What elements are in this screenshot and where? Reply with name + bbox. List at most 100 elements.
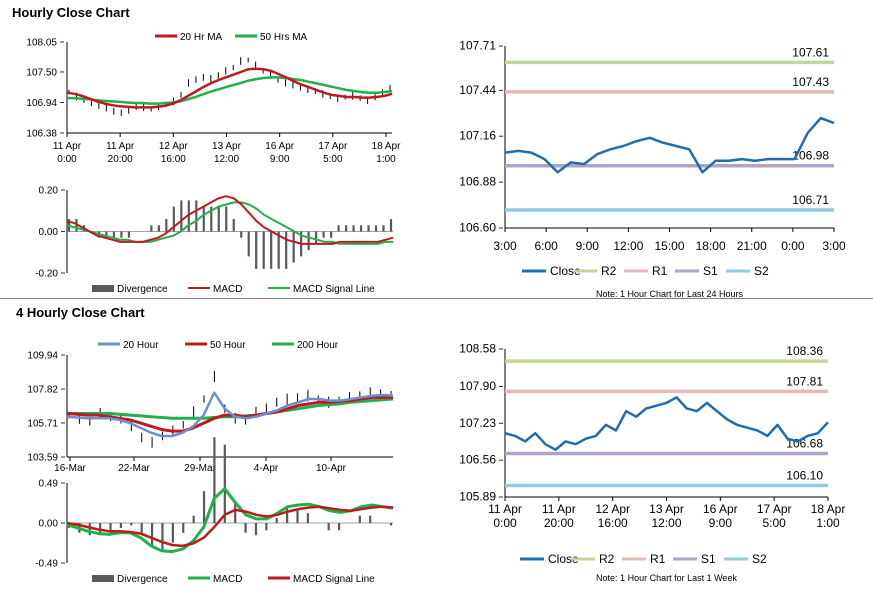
hourly-price-y-tick-label: 106.94 [26, 98, 57, 109]
hourly-price-x-tick-label: 11 Apr [106, 141, 135, 152]
4hourly-macd-y-tick-label: -0.49 [35, 559, 58, 570]
4hourly-price-x-tick-label: 10-Apr [316, 463, 347, 474]
hourly-price-x-tick-label: 9:00 [270, 154, 290, 165]
hourly-close-y-tick-label: 106.60 [459, 221, 496, 235]
hourly-macd-y-tick-label: 0.00 [39, 227, 59, 238]
4hourly-price-x-tick-label: 29-Mar [184, 463, 216, 474]
hourly-close-level-r1-label: 107.43 [792, 75, 829, 89]
hourly-close-x-tick-label: 18:00 [696, 239, 726, 253]
4hourly-section-title: 4 Hourly Close Chart [16, 305, 145, 320]
hourly-close-legend-r2-label: R2 [601, 264, 617, 278]
4hourly-close-x-tick-label: 16 Apr [703, 502, 738, 516]
hourly-price-x-tick-label: 0:00 [57, 154, 77, 165]
legend-20hr-ma-label: 20 Hr MA [180, 32, 223, 43]
4hourly-close-legend-r1-label: R1 [650, 552, 666, 566]
hourly-close-x-tick-label: 0:00 [781, 239, 805, 253]
hourly-price-x-tick-label: 12:00 [214, 154, 239, 165]
legend-macd-signal-label: MACD Signal Line [293, 284, 375, 295]
hourly-close-legend-s1-label: S1 [703, 264, 718, 278]
4hourly-price-y-tick-label: 103.59 [27, 453, 58, 464]
4hourly-close-y-tick-label: 108.58 [459, 342, 496, 356]
4hourly-close-y-tick-label: 107.23 [459, 416, 496, 430]
4hourly-200hr-line [67, 397, 394, 420]
4hourly-close-level-r1-label: 107.81 [786, 374, 823, 388]
hourly-close-x-tick-label: 15:00 [654, 239, 684, 253]
hourly-price-y-tick-label: 106.38 [26, 129, 57, 140]
4hourly-close-close-line [504, 396, 829, 451]
hourly-close-note: Note: 1 Hour Chart for Last 24 Hours [596, 289, 744, 299]
4hourly-close-level-r2-label: 108.36 [786, 344, 823, 358]
4hourly-20hr-line [66, 391, 394, 438]
hourly-section-title: Hourly Close Chart [12, 5, 130, 20]
4hourly-close-x-tick-label: 12:00 [651, 516, 681, 530]
hourly-macd-chart: 0.20 0.00 -0.20 Divergence MACD MACD Signal L… [35, 186, 394, 295]
4hourly-macd-y-tick-label: 0.49 [39, 479, 59, 490]
hourly-close-x-tick-label: 6:00 [534, 239, 558, 253]
4hourly-price-y-tick-label: 105.71 [27, 418, 58, 429]
hourly-macd-y-tick-label: -0.20 [35, 269, 58, 280]
4hourly-price-y-tick-label: 107.82 [27, 385, 58, 396]
4hourly-close-x-tick-label: 20:00 [544, 516, 574, 530]
hourly-close-y-tick-label: 107.71 [459, 39, 496, 53]
4hourly-close-note: Note: 1 Hour Chart for Last 1 Week [596, 573, 737, 583]
4hourly-close-x-tick-label: 12 Apr [595, 502, 630, 516]
hourly-close-legend-r1-label: R1 [652, 264, 668, 278]
legend-200-hour-label: 200 Hour [297, 340, 339, 351]
4hourly-close-y-tick-label: 105.89 [459, 490, 496, 504]
hourly-price-x-tick-label: 12 Apr [159, 141, 189, 152]
hourly-price-x-tick-label: 5:00 [323, 154, 343, 165]
4hourly-close-legend-s2-label: S2 [752, 552, 767, 566]
hourly-close-y-tick-label: 106.88 [459, 175, 496, 189]
4hourly-macd-chart: 0.49 0.00 -0.49 Divergence MACD MACD Signal L… [35, 437, 394, 585]
hourly-close-x-tick-label: 9:00 [576, 239, 600, 253]
hourly-price-x-tick-label: 20:00 [108, 154, 133, 165]
4hourly-close-level-s2-label: 106.10 [786, 468, 823, 482]
4hourly-close-x-tick-label: 13 Apr [649, 502, 684, 516]
hourly-50hr-ma-line [67, 76, 393, 105]
4hourly-macd-line [66, 487, 394, 554]
hourly-price-x-tick-label: 16:00 [161, 154, 186, 165]
hourly-price-y-tick-label: 108.05 [26, 38, 57, 49]
hourly-close-x-tick-label: 3:00 [822, 239, 846, 253]
4hourly-price-x-tick-label: 4-Apr [254, 463, 279, 474]
4hourly-close-y-tick-label: 106.56 [459, 453, 496, 467]
legend-4h-divergence-swatch [92, 575, 114, 582]
hourly-price-x-tick-label: 11 Apr [53, 141, 82, 152]
4hourly-close-x-tick-label: 17 Apr [757, 502, 792, 516]
4hourly-price-x-tick-label: 16-Mar [54, 463, 86, 474]
legend-20-hour-label: 20 Hour [123, 340, 159, 351]
4hourly-close-legend-s1-label: S1 [701, 552, 716, 566]
4hourly-close-x-tick-label: 1:00 [816, 516, 840, 530]
hourly-close-legend-close-label: Close [550, 264, 581, 278]
hourly-close-x-tick-label: 12:00 [613, 239, 643, 253]
hourly-macd-signal-line [66, 201, 393, 245]
hourly-close-x-tick-label: 3:00 [493, 239, 517, 253]
legend-4h-macd-signal-label: MACD Signal Line [293, 574, 375, 585]
4hourly-close-legend-r2-label: R2 [599, 552, 615, 566]
hourly-20hr-ma-line [66, 67, 393, 109]
hourly-macd-line [66, 195, 394, 245]
hourly-price-x-tick-label: 13 Apr [212, 141, 242, 152]
hourly-close-y-tick-label: 107.16 [459, 129, 496, 143]
4hourly-close-y-tick-label: 107.90 [459, 379, 496, 393]
hourly-price-x-tick-label: 1:00 [376, 154, 396, 165]
4hourly-close-x-tick-label: 18 Apr [811, 502, 846, 516]
hourly-price-x-tick-label: 17 Apr [318, 141, 348, 152]
4hourly-close-x-tick-label: 11 Apr [488, 502, 522, 516]
legend-4h-divergence-label: Divergence [117, 574, 168, 585]
4hourly-close-x-tick-label: 0:00 [493, 516, 517, 530]
hourly-close-level-r2-label: 107.61 [792, 45, 829, 59]
hourly-close-legend-s2-label: S2 [754, 264, 769, 278]
legend-50-hour-label: 50 Hour [210, 340, 246, 351]
hourly-close-y-tick-label: 107.44 [459, 83, 496, 97]
hourly-macd-y-tick-label: 0.20 [39, 186, 59, 197]
legend-divergence-label: Divergence [117, 284, 168, 295]
hourly-close-level-s1-label: 106.98 [792, 149, 829, 163]
legend-divergence-swatch [92, 285, 114, 292]
hourly-close-chart: 107.71 107.44 107.16 106.88 106.60 3:00 6:00 9:… [459, 39, 846, 300]
hourly-close-x-tick-label: 21:00 [737, 239, 767, 253]
4hourly-price-x-tick-label: 22-Mar [118, 463, 150, 474]
